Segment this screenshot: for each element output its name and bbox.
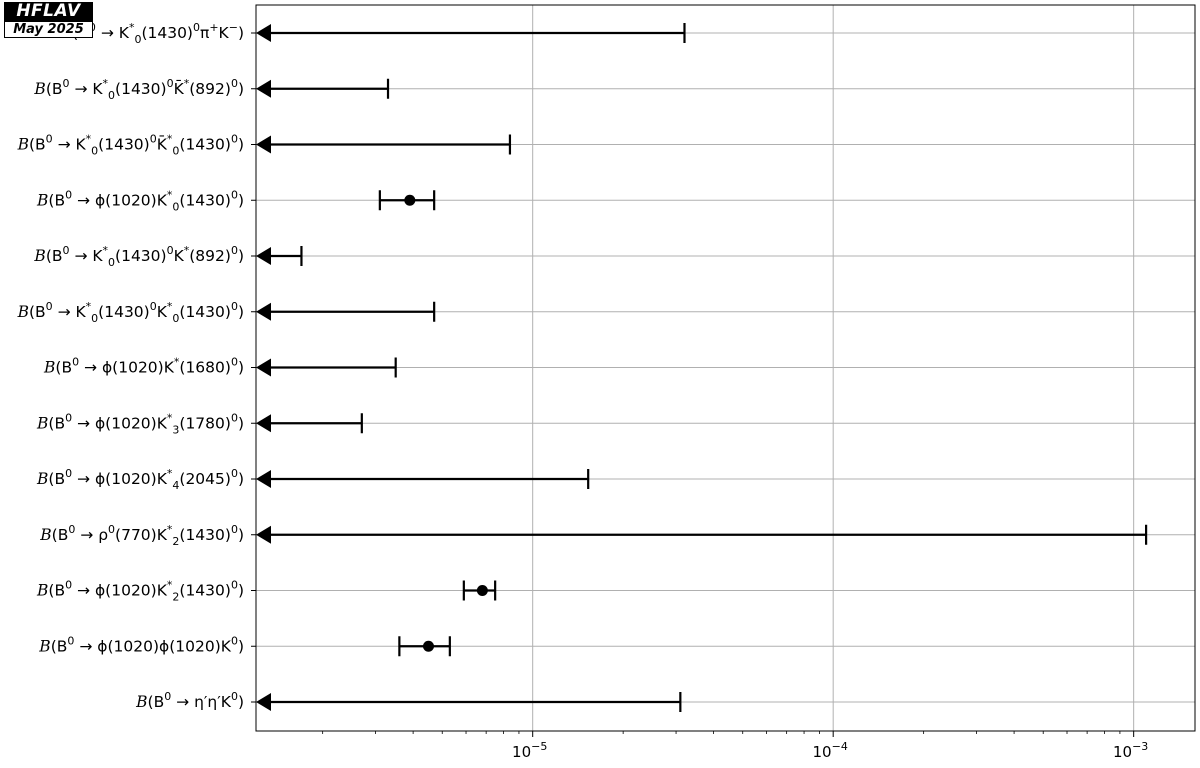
y-label: B(B0 → K*0(1430)0K*0(1430)0) [17,300,244,325]
y-label: B(B0 → ϕ(1020)ϕ(1020)K0) [38,634,244,655]
y-label: B(B0 → K*0(1430)0K̄*(892)0) [33,77,244,102]
hflav-logo: HFLAV May 2025 [4,2,93,38]
left-arrow-marker [256,358,271,377]
x-tick-label: 10−3 [1113,740,1148,761]
left-arrow-marker [256,79,271,98]
y-label: B(B0 → ϕ(1020)K*(1680)0) [43,356,244,377]
x-tick-label: 10−5 [512,740,547,761]
left-arrow-marker [256,247,271,265]
measurement-point [404,194,416,206]
left-arrow-marker [256,470,271,488]
left-arrow-marker [256,24,271,42]
y-label: B(B0 → ϕ(1020)K*2(1430)0) [36,579,244,604]
data-marks [256,23,1148,712]
logo-date: May 2025 [4,21,93,38]
y-label: B(B0 → K*0(1430)0K*(892)0) [33,244,244,269]
left-arrow-marker [256,414,271,433]
left-arrow-marker [256,302,271,321]
y-label: B(B0 → ϕ(1020)K*0(1430)0) [36,188,244,213]
grid [256,5,1195,731]
measurement-point [422,640,434,652]
left-arrow-marker [256,693,271,711]
left-arrow-marker [256,135,271,154]
logo-name: HFLAV [4,2,93,21]
y-label: B(B0 → K*0(1430)0K̄*0(1430)0) [17,133,244,158]
left-arrow-marker [256,525,271,544]
y-label: B(B0 → η′η′K0) [135,690,244,711]
x-ticks: 10−5 10−4 10−3 [251,32,1148,761]
x-tick-label: 10−4 [813,740,848,761]
measurement-point [476,585,488,596]
y-label: B(B0 → ρ0(770)K*2(1430)0) [39,523,244,548]
y-label: B(B0 → ϕ(1020)K*4(2045)0) [36,467,244,492]
y-label: B(B0 → ϕ(1020)K*3(1780)0) [36,411,244,436]
y-labels: B(B0 → K*0(1430)0π+K−)B(B0 → K*0(1430)0K… [17,21,244,711]
